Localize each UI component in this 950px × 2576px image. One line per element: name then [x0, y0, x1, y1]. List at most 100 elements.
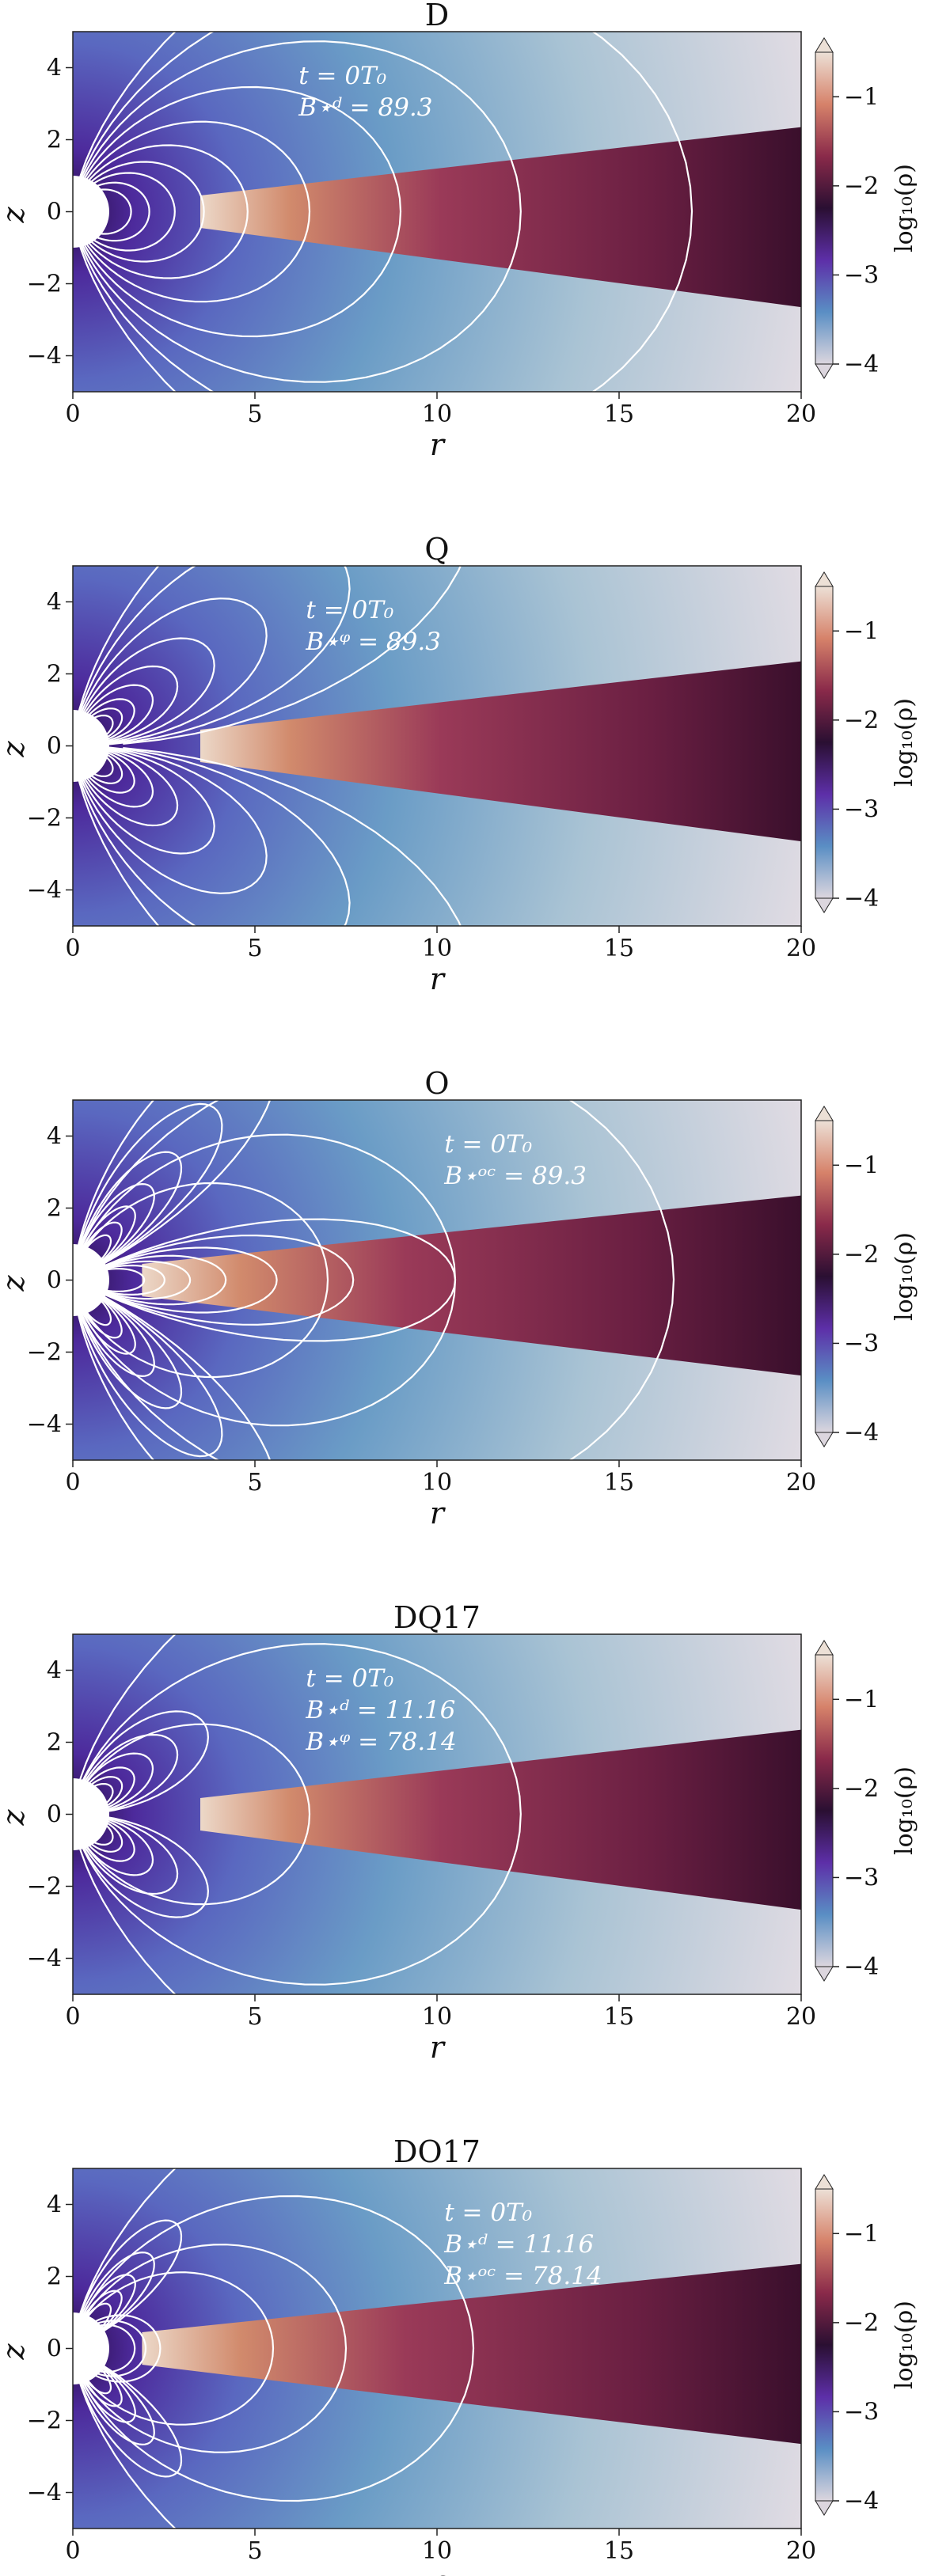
plot-area	[73, 1100, 801, 1460]
disk-wedge	[142, 1195, 801, 1376]
y-tick-label: −2	[27, 2407, 62, 2435]
x-tick-label: 20	[786, 2003, 816, 2031]
x-tick-label: 15	[604, 2003, 634, 2031]
x-tick-label: 5	[247, 400, 262, 428]
y-axis: −4 −2 0 2 4 z	[0, 589, 73, 905]
field-line	[73, 1100, 675, 1460]
disk-wedge	[200, 1729, 801, 1910]
x-axis-label: r	[430, 2030, 446, 2065]
x-tick-label: 0	[65, 935, 80, 962]
colorbar-gradient	[815, 2188, 834, 2502]
y-tick-label: 4	[47, 2191, 62, 2219]
y-axis-label: z	[0, 1809, 31, 1827]
y-axis: −4 −2 0 2 4 z	[0, 2191, 73, 2507]
field-line	[73, 1282, 272, 1460]
y-tick-label: 4	[47, 1123, 62, 1151]
disk-wedge	[142, 2263, 801, 2445]
field-line	[74, 1246, 278, 1314]
colorbar-tick-label: −3	[844, 2398, 879, 2426]
field-line	[73, 85, 402, 338]
colorbar: −4 −3 −2 −1 log₁₀(ρ)	[815, 571, 918, 913]
colorbar-tick-label: −4	[844, 1953, 879, 1981]
colorbar-tick-label: −1	[844, 2220, 879, 2248]
annotation-line: B⋆ᵠ = 78.14	[305, 1728, 456, 1756]
field-line	[73, 32, 694, 392]
x-tick-label: 5	[247, 1469, 262, 1497]
colorbar-extend-top	[815, 1106, 834, 1121]
annotation: t = 0T₀ B⋆ᵒᶜ = 89.3	[443, 1130, 587, 1190]
x-tick-label: 10	[422, 2537, 452, 2565]
colorbar-extend-top	[815, 2174, 834, 2190]
colorbar: −4 −3 −2 −1 log₁₀(ρ)	[815, 1106, 918, 1447]
colorbar-extend-bottom	[815, 1432, 834, 1447]
colorbar-label: log₁₀(ρ)	[891, 164, 918, 252]
y-tick-label: 2	[47, 1729, 62, 1757]
y-tick-label: 2	[47, 127, 62, 154]
x-tick-label: 5	[247, 2003, 262, 2031]
x-axis-label: r	[430, 427, 446, 462]
colorbar-label: log₁₀(ρ)	[891, 2301, 918, 2389]
x-tick-label: 15	[604, 2537, 634, 2565]
y-tick-label: −2	[27, 805, 62, 833]
y-tick-label: −2	[27, 271, 62, 298]
x-tick-label: 10	[422, 400, 452, 428]
colorbar: −4 −3 −2 −1 log₁₀(ρ)	[815, 37, 918, 379]
y-axis-label: z	[0, 1275, 31, 1292]
y-tick-label: −4	[27, 343, 62, 370]
colorbar-label: log₁₀(ρ)	[891, 1766, 918, 1855]
star	[73, 1778, 109, 1850]
colorbar-extend-bottom	[815, 1966, 834, 1982]
plot-area	[73, 566, 801, 926]
chart-title: DQ17	[393, 1600, 481, 1635]
annotation-line: B⋆ᵠ = 89.3	[305, 628, 441, 656]
colorbar-tick-label: −2	[844, 1241, 879, 1269]
field-line	[73, 1643, 522, 1986]
star	[73, 176, 109, 248]
colorbar: −4 −3 −2 −1 log₁₀(ρ)	[815, 2174, 918, 2516]
field-line	[73, 144, 249, 279]
x-axis: 0 5 10 15 20 r	[65, 2529, 816, 2576]
colorbar: −4 −3 −2 −1 log₁₀(ρ)	[815, 1640, 918, 1982]
chart-panel-3: DQ17 t = 0T₀ B⋆ᵈ = 11.16 B⋆ᵠ = 78.14 0 5 10 15 2…	[0, 1600, 918, 2065]
x-tick-label: 10	[422, 2003, 452, 2031]
field-line	[73, 598, 268, 746]
colorbar-tick-label: −3	[844, 795, 879, 823]
colorbar-label: log₁₀(ρ)	[891, 698, 918, 787]
colorbar-tick-label: −2	[844, 707, 879, 734]
colorbar-tick-label: −3	[844, 261, 879, 289]
chart-panel-2: Ot = 0T₀ B⋆ᵒᶜ = 89.3 0 5 10 15 20 r −4 −2 0 2 4 z −4 −3…	[0, 1066, 918, 1531]
x-tick-label: 20	[786, 2537, 816, 2565]
y-tick-label: −4	[27, 877, 62, 905]
y-tick-label: 0	[47, 199, 62, 226]
colorbar-extend-top	[815, 1640, 834, 1656]
colorbar-extend-top	[815, 571, 834, 587]
field-line	[73, 1723, 311, 1906]
y-tick-label: 0	[47, 2335, 62, 2363]
chart-title: DO17	[393, 2134, 481, 2169]
x-tick-label: 20	[786, 1469, 816, 1497]
field-line	[73, 1281, 223, 1458]
field-line	[73, 1260, 192, 1300]
annotation-line: t = 0T₀	[444, 1130, 533, 1159]
y-axis-label: z	[0, 741, 31, 758]
colorbar-tick-label: −1	[844, 617, 879, 645]
field-line	[73, 566, 462, 745]
y-tick-label: 4	[47, 55, 62, 82]
x-axis-label: r	[430, 2564, 446, 2576]
x-tick-label: 5	[247, 2537, 262, 2565]
colorbar-tick-label: −1	[844, 1151, 879, 1179]
chart-title: O	[424, 1066, 449, 1101]
y-tick-label: 0	[47, 1801, 62, 1829]
annotation-line: t = 0T₀	[306, 1664, 394, 1693]
chart-panel-4: DO17 t = 0T₀ B⋆ᵈ = 11.16 B⋆ᵒᶜ = 78.14 0 5 10 15…	[0, 2134, 918, 2576]
colorbar-tick-label: −2	[844, 173, 879, 200]
colorbar-tick-label: −1	[844, 83, 879, 111]
field-line	[73, 1182, 329, 1379]
y-tick-label: −2	[27, 1339, 62, 1367]
star	[73, 2312, 109, 2384]
colorbar-tick-label: −4	[844, 885, 879, 912]
field-line	[74, 1254, 227, 1306]
field-line	[73, 746, 462, 926]
